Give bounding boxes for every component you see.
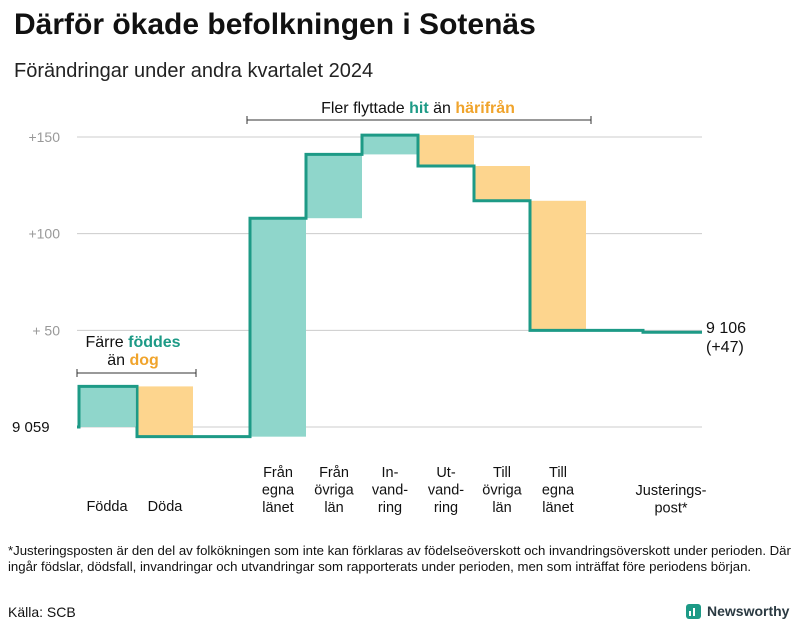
y-tick-label: + 50: [32, 322, 60, 338]
annotation-fragment: än: [429, 100, 456, 117]
category-label: Till övriga län: [482, 465, 522, 516]
category-label-line: Döda: [148, 499, 184, 515]
chart-title: Därför ökade befolkningen i Sotenäs: [14, 8, 536, 41]
category-label: Från egna länet: [262, 465, 295, 516]
category-label: In-vand-ring: [372, 465, 408, 516]
waterfall-bar: [79, 386, 135, 427]
category-label-line: Ut-: [436, 465, 456, 481]
annotation-fragment: dog: [129, 352, 158, 369]
waterfall-bar: [418, 135, 474, 166]
annotation-births-deaths-line1: Färre föddes: [85, 334, 180, 351]
annotation-fragment: föddes: [128, 334, 181, 351]
annotation-fragment: Färre: [85, 334, 128, 351]
category-label-line: post*: [654, 501, 687, 517]
category-label: Till egna länet: [542, 465, 575, 516]
category-label: Födda: [86, 499, 128, 515]
category-label-line: ring: [378, 500, 402, 516]
source-label: Källa: SCB: [8, 604, 76, 620]
category-label-line: övriga: [314, 483, 354, 499]
category-label-line: Till: [493, 465, 511, 481]
category-label-line: egna: [542, 483, 575, 499]
annotation-fragment: Fler flyttade: [321, 100, 409, 117]
waterfall-bar: [362, 135, 418, 155]
category-label-line: länet: [262, 500, 293, 516]
category-label-line: egna: [262, 483, 295, 499]
bar-chart-icon: [686, 603, 701, 619]
waterfall-bar: [137, 386, 193, 437]
category-label-line: In-: [382, 465, 399, 481]
brand-name: Newsworthy: [707, 603, 790, 619]
category-label-line: Från: [263, 465, 293, 481]
end-value-label: 9 106: [706, 320, 746, 337]
y-tick-label: +100: [28, 226, 60, 242]
annotation-fragment: än: [107, 352, 129, 369]
annotation-fragment: härifrån: [455, 99, 515, 117]
waterfall-bar: [306, 154, 362, 219]
category-label-line: län: [324, 500, 343, 516]
start-value-label: 9 059: [12, 419, 50, 436]
brand-logo: Newsworthy: [686, 603, 789, 619]
category-label-line: länet: [542, 500, 573, 516]
annotation-migration: Fler flyttade hit än härifrån: [321, 99, 515, 117]
footnote: *Justeringsposten är den del av folkökni…: [8, 543, 791, 574]
category-label: Från övriga län: [314, 465, 354, 516]
category-label: Justerings-post*: [636, 483, 707, 517]
category-label-line: Födda: [86, 499, 128, 515]
category-label-line: län: [492, 500, 511, 516]
category-label-line: vand-: [428, 483, 464, 499]
category-label-line: Justerings-: [636, 483, 707, 499]
waterfall-bar: [250, 218, 306, 437]
waterfall-bar: [474, 166, 530, 201]
step-line: [77, 133, 702, 439]
annotation-births-deaths-line2: än dog: [107, 352, 159, 369]
waterfall-bar: [530, 200, 586, 331]
annotation-fragment: hit: [409, 100, 429, 117]
category-label: Döda: [148, 499, 184, 515]
category-label: Ut-vand-ring: [428, 465, 464, 516]
end-change-label: (+47): [706, 339, 744, 356]
category-label-line: Till: [549, 465, 567, 481]
category-label-line: ring: [434, 500, 458, 516]
y-tick-label: +150: [28, 129, 60, 145]
category-label-line: övriga: [482, 483, 522, 499]
category-label-line: Från: [319, 465, 349, 481]
chart-subtitle: Förändringar under andra kvartalet 2024: [14, 60, 374, 82]
category-label-line: vand-: [372, 483, 408, 499]
